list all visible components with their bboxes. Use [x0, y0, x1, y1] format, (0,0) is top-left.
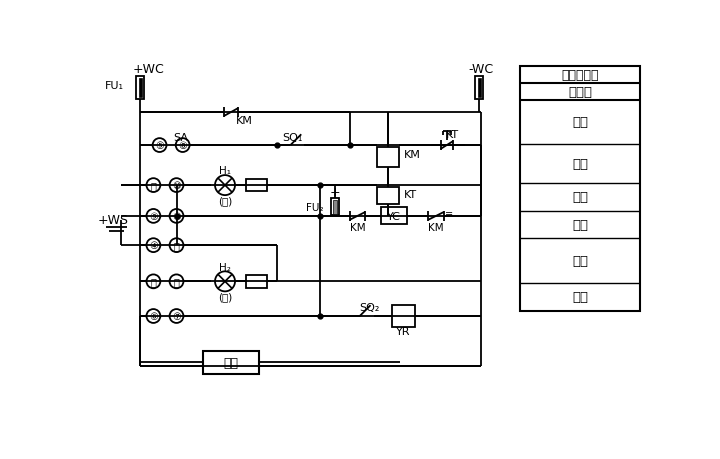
Text: KM: KM: [350, 222, 365, 232]
Text: 绿灯: 绿灯: [572, 158, 588, 171]
Text: ⑦: ⑦: [172, 311, 181, 321]
Text: 合闸: 合闸: [572, 116, 588, 129]
Bar: [475, 77, 483, 100]
Text: +WC: +WC: [132, 62, 164, 75]
Text: H₂: H₂: [219, 262, 231, 272]
Bar: [139, 79, 142, 97]
Text: -WC: -WC: [468, 62, 493, 75]
Text: SQ₁: SQ₁: [282, 132, 302, 142]
Bar: [204, 351, 259, 374]
Text: 保护: 保护: [224, 356, 238, 369]
Circle shape: [146, 275, 161, 289]
Circle shape: [170, 309, 184, 323]
Bar: [333, 200, 338, 214]
Circle shape: [146, 309, 161, 323]
Bar: [381, 208, 407, 225]
Bar: [377, 148, 399, 167]
Bar: [331, 199, 339, 216]
Circle shape: [176, 139, 189, 153]
Bar: [392, 306, 415, 327]
Text: ⑧: ⑧: [179, 141, 187, 151]
Text: =: =: [445, 209, 453, 219]
Text: 闪光: 闪光: [572, 191, 588, 204]
Text: ④: ④: [149, 241, 158, 251]
Circle shape: [215, 272, 235, 292]
Bar: [377, 188, 399, 205]
Text: ⑤: ⑤: [156, 141, 164, 151]
Text: KM: KM: [404, 150, 420, 160]
Circle shape: [170, 239, 184, 252]
Text: YR: YR: [397, 327, 411, 336]
Text: 跳闸: 跳闸: [572, 254, 588, 268]
Circle shape: [170, 209, 184, 224]
Text: 熔断器: 熔断器: [568, 85, 592, 98]
Circle shape: [153, 139, 166, 153]
Circle shape: [215, 176, 235, 196]
Circle shape: [146, 179, 161, 193]
Text: ②: ②: [172, 212, 181, 221]
Text: YC: YC: [387, 212, 400, 221]
Circle shape: [170, 179, 184, 193]
Text: FU₁: FU₁: [105, 81, 124, 91]
Circle shape: [146, 239, 161, 252]
Text: ⑮: ⑮: [174, 241, 179, 251]
Bar: [477, 79, 481, 97]
Bar: [137, 77, 144, 100]
Text: 保护: 保护: [572, 291, 588, 303]
Text: SA: SA: [173, 133, 188, 143]
Text: SQ₂: SQ₂: [359, 302, 379, 312]
Circle shape: [170, 275, 184, 289]
Text: (红): (红): [218, 291, 232, 301]
Bar: [246, 275, 267, 288]
Text: 红灯: 红灯: [572, 218, 588, 231]
Text: 控制小母线: 控制小母线: [561, 68, 599, 82]
Text: H₁: H₁: [219, 166, 231, 176]
Text: KT: KT: [404, 190, 417, 200]
Text: ⑬: ⑬: [174, 277, 179, 287]
Text: ⑩: ⑩: [172, 181, 181, 190]
Text: +WS: +WS: [98, 214, 129, 227]
Text: ⑪: ⑪: [150, 181, 156, 190]
Text: ⑯: ⑯: [150, 277, 156, 287]
Bar: [520, 67, 640, 311]
Bar: [246, 179, 267, 192]
Text: KT: KT: [446, 129, 459, 139]
Text: KM: KM: [236, 115, 253, 125]
Text: (绿): (绿): [218, 195, 232, 205]
Circle shape: [146, 209, 161, 224]
Text: ⑨: ⑨: [149, 212, 158, 221]
Text: KM: KM: [428, 222, 444, 232]
Text: +: +: [330, 185, 341, 198]
Text: FU₂: FU₂: [306, 202, 323, 212]
Text: ⑥: ⑥: [149, 311, 158, 321]
